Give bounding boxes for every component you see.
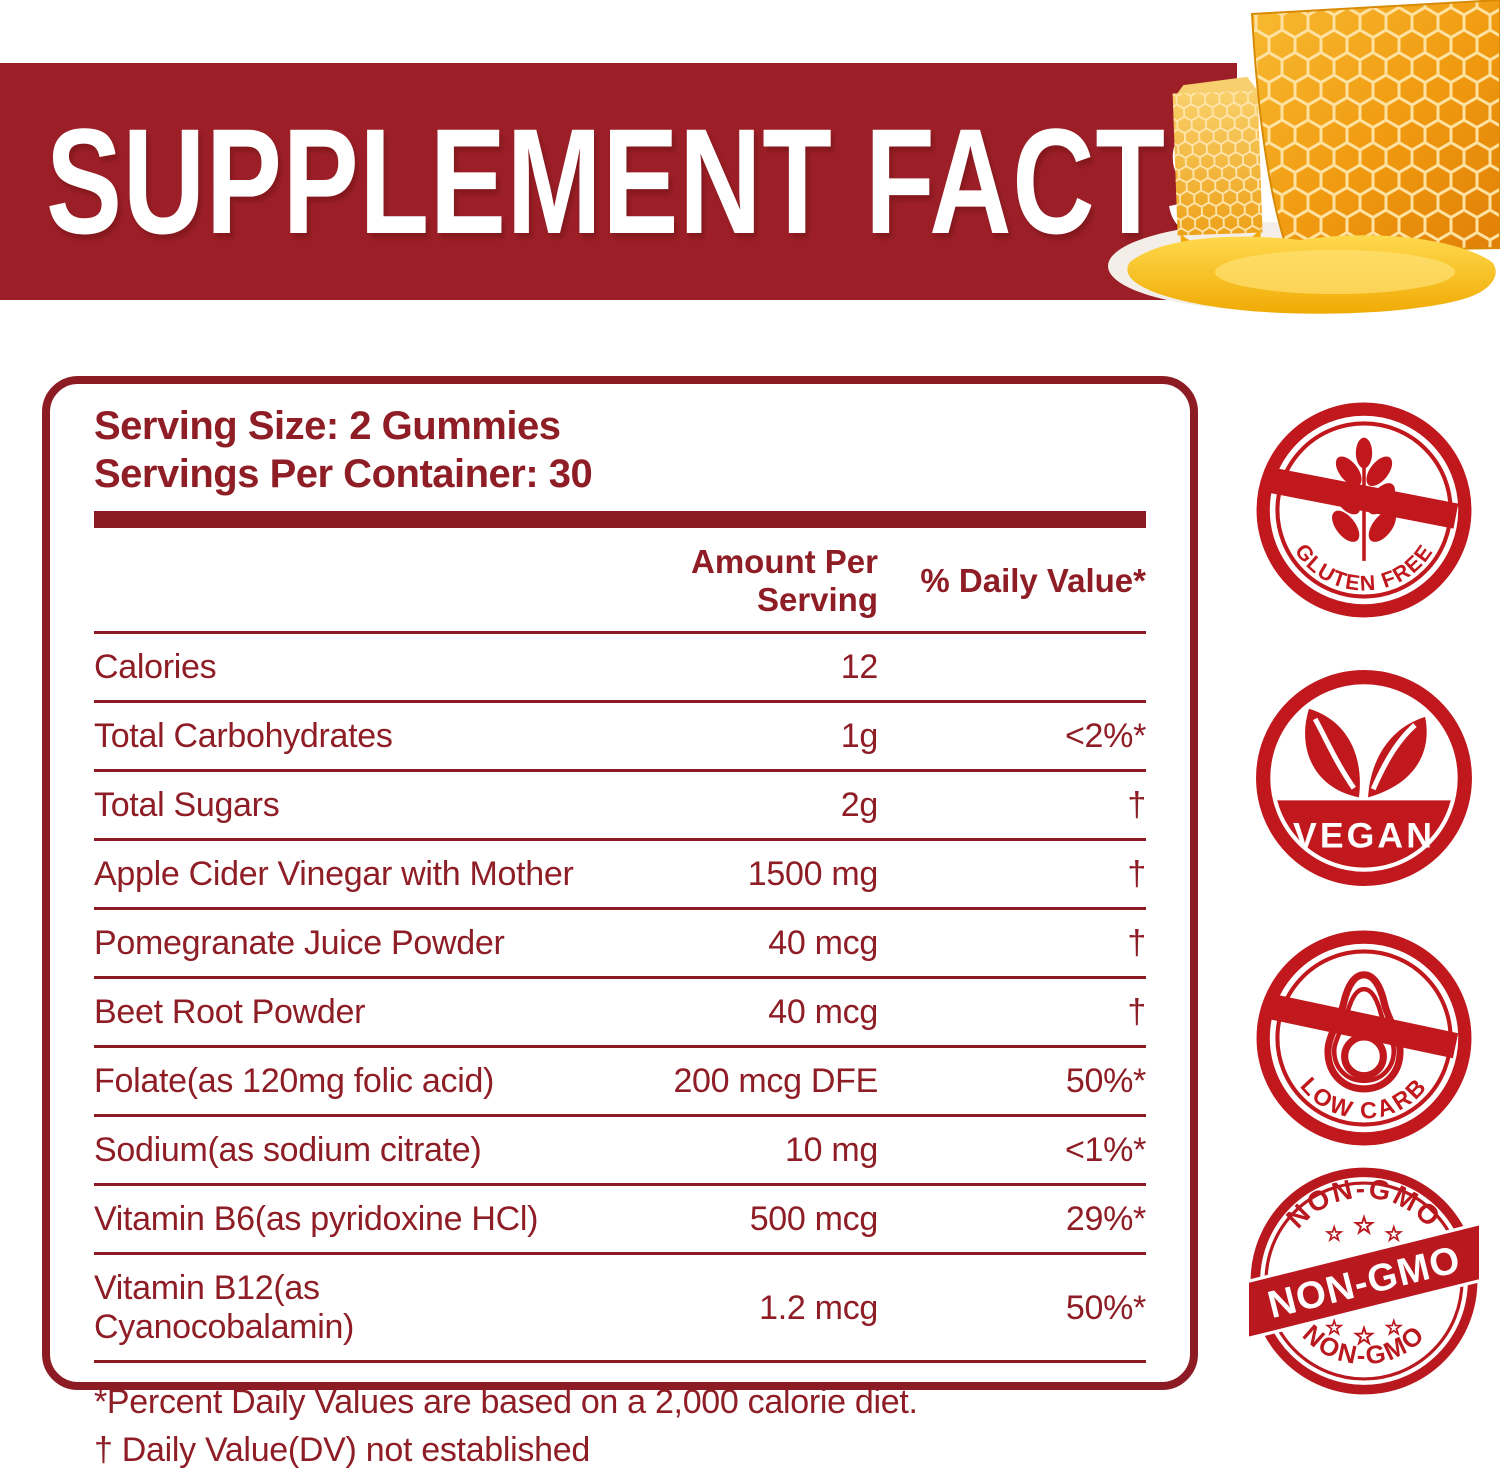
gluten-free-badge: GLUTEN FREE (1256, 402, 1472, 618)
nutrient-dv: † (1127, 993, 1146, 1031)
table-row: Total Sugars 2g † (94, 772, 1146, 841)
table-row: Vitamin B6(as pyridoxine HCl) 500 mcg 29… (94, 1186, 1146, 1255)
nutrient-dv: 50%* (1065, 1062, 1146, 1100)
footnotes: *Percent Daily Values are based on a 2,0… (94, 1379, 1146, 1474)
nutrient-amount: 2g (840, 786, 879, 824)
vegan-bottom-segment (1277, 800, 1451, 868)
page-title: SUPPLEMENT FACTS (46, 97, 1243, 265)
nutrient-name: Sodium(as sodium citrate) (94, 1131, 482, 1169)
table-row: Calories 12 (94, 634, 1146, 703)
supplement-facts-panel: Serving Size: 2 Gummies Servings Per Con… (42, 376, 1198, 1469)
nutrient-name: Folate(as 120mg folic acid) (94, 1062, 495, 1100)
honeycomb-big-block (1250, 0, 1500, 296)
nutrient-dv: † (1127, 924, 1146, 962)
non-gmo-badge: NON-GMO NON-GMO NON-GMO (1249, 1167, 1479, 1395)
table-row: Total Carbohydrates 1g <2%* (94, 703, 1146, 772)
nutrient-amount: 1g (840, 717, 879, 755)
nutrient-name: Apple Cider Vinegar with Mother (94, 855, 574, 893)
table-header-row: Amount Per Serving % Daily Value* (94, 528, 1146, 634)
nutrient-dv: <2%* (1064, 717, 1146, 755)
vegan-badge: VEGAN (1256, 670, 1472, 886)
footnote-dv-not-established: † Daily Value(DV) not established (94, 1430, 590, 1469)
nutrient-name: Beet Root Powder (94, 993, 366, 1031)
nutrient-dv: † (1127, 786, 1146, 824)
nutrient-dv: † (1127, 855, 1146, 893)
nutrient-name: Total Sugars (94, 786, 280, 824)
nutrient-name: Calories (94, 648, 217, 686)
nutrient-dv: <1%* (1064, 1131, 1146, 1169)
table-row: Beet Root Powder 40 mcg † (94, 979, 1146, 1048)
nutrient-amount: 12 (840, 648, 879, 686)
header-amount-per-serving: Amount Per Serving (690, 543, 878, 618)
title-banner: SUPPLEMENT FACTS (0, 63, 1242, 300)
header-daily-value: % Daily Value* (920, 562, 1146, 599)
servings-per-container: Servings Per Container: 30 (94, 452, 593, 496)
nutrient-amount: 1.2 mcg (759, 1288, 878, 1327)
slash-icon (1269, 994, 1459, 1059)
table-row: Pomegranate Juice Powder 40 mcg † (94, 910, 1146, 979)
non-gmo-ribbon: NON-GMO (1249, 1219, 1479, 1343)
honeycomb-image (1108, 0, 1500, 314)
slash-icon (1269, 467, 1459, 529)
honeycomb-small-block (1172, 76, 1263, 252)
nutrient-dv: 29%* (1065, 1200, 1146, 1238)
nutrient-name: Total Carbohydrates (94, 717, 393, 755)
table-row: Vitamin B12(as Cyanocobalamin) 1.2 mcg 5… (94, 1255, 1146, 1363)
table-row: Apple Cider Vinegar with Mother 1500 mg … (94, 841, 1146, 910)
nutrient-name: Vitamin B12(as Cyanocobalamin) (94, 1269, 355, 1346)
divider-thick-bar (94, 511, 1146, 528)
nutrient-dv: 50%* (1065, 1288, 1146, 1327)
nutrient-name: Vitamin B6(as pyridoxine HCl) (94, 1200, 539, 1238)
nutrient-amount: 500 mcg (749, 1200, 879, 1238)
low-carb-badge: LOW CARB (1256, 930, 1472, 1146)
nutrient-amount: 10 mg (785, 1131, 878, 1169)
serving-size: Serving Size: 2 Gummies (94, 404, 561, 448)
vegan-label: VEGAN (1293, 815, 1435, 855)
nutrient-amount: 40 mcg (768, 924, 878, 962)
nutrient-amount: 200 mcg DFE (673, 1062, 878, 1100)
footnote-daily-values: *Percent Daily Values are based on a 2,0… (94, 1383, 918, 1421)
table-row: Folate(as 120mg folic acid) 200 mcg DFE … (94, 1048, 1146, 1117)
honey-highlight (1215, 250, 1455, 294)
nutrient-amount: 1500 mg (747, 855, 879, 893)
nutrient-name: Pomegranate Juice Powder (94, 924, 505, 962)
table-row: Sodium(as sodium citrate) 10 mg <1%* (94, 1117, 1146, 1186)
nutrient-amount: 40 mcg (768, 993, 878, 1031)
leaves-icon (1305, 708, 1427, 798)
